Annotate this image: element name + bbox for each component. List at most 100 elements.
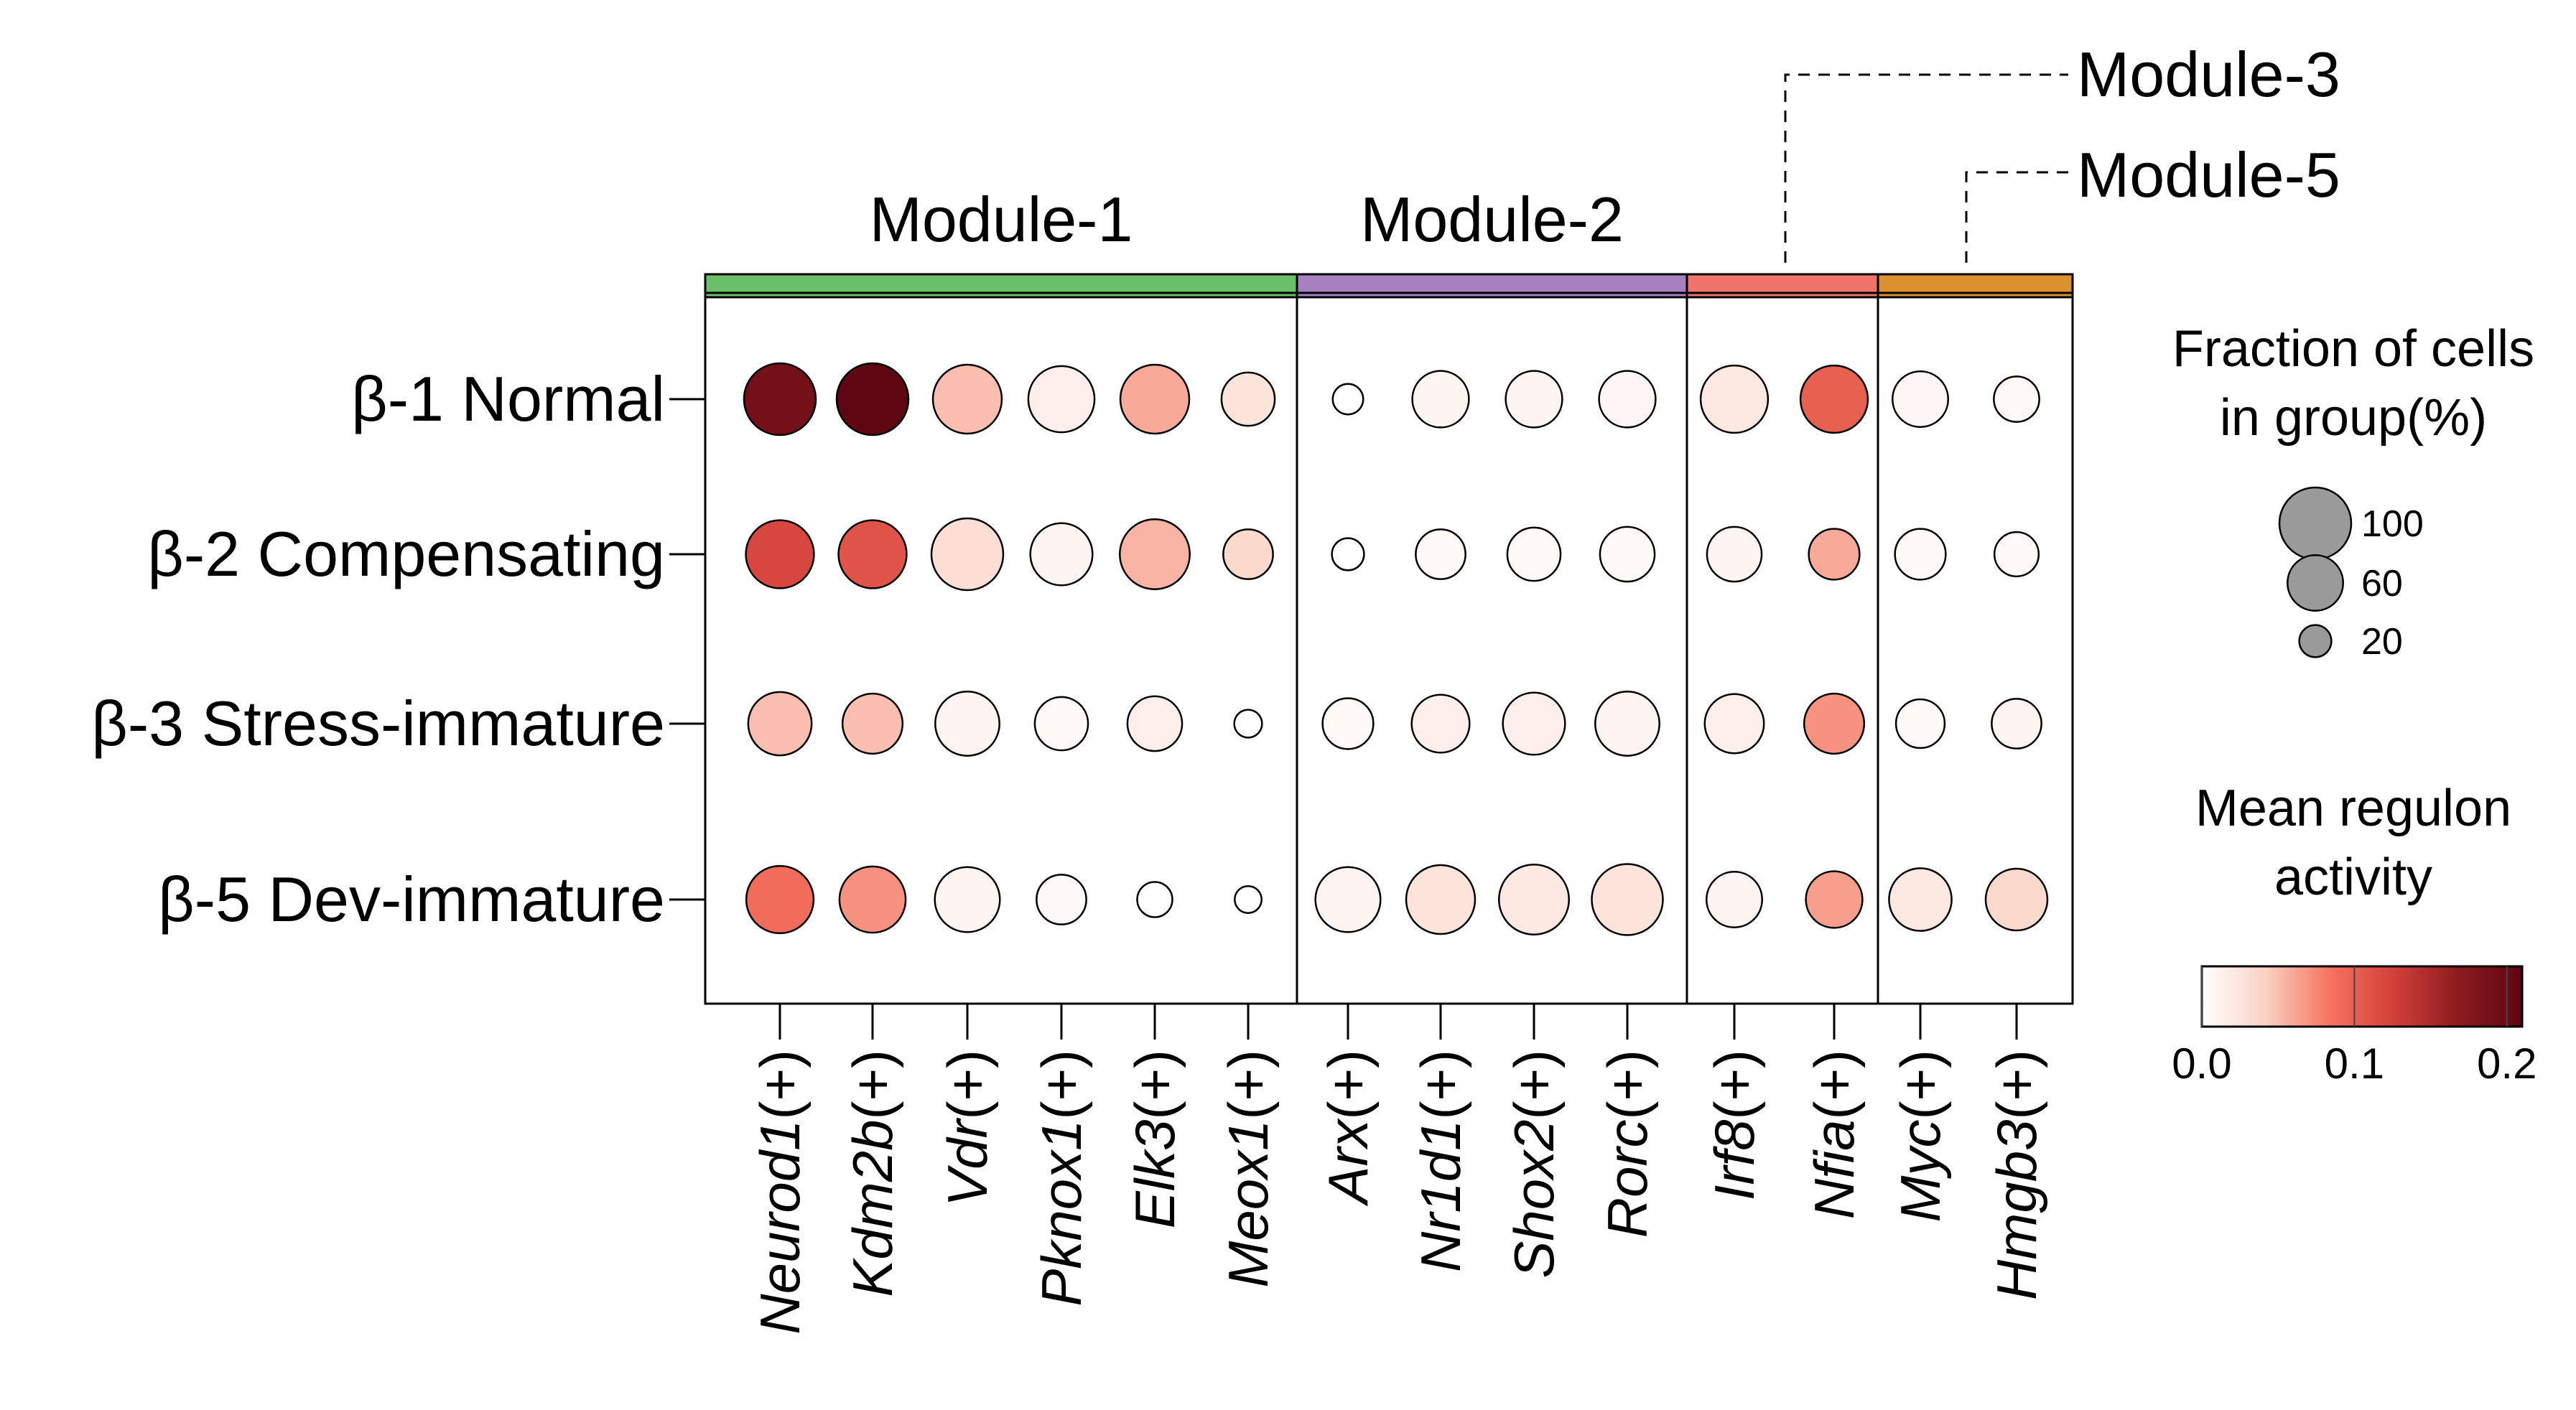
bubble-3-stress-immature-myc [1894,698,1946,750]
bubble-5-dev-immature-vdr [934,866,1001,933]
bubble-1-normal-elk3 [1119,363,1191,435]
module-label-module-3: Module-3 [2077,39,2340,110]
column-label-irf8: Irf8(+) [1703,1050,1766,1200]
bubble-5-dev-immature-arx [1314,866,1382,933]
color-legend-title-line: activity [2274,849,2432,906]
size-legend-title-line: in group(%) [2220,389,2487,447]
bubble-1-normal-nr1d1 [1411,370,1470,429]
column-label-group: Nr1d1(+) [1409,1050,1472,1272]
plot-frame [704,291,2074,1005]
row-labels: β-1 Normal β-2 Compensating β-3 Stress-imm… [91,363,705,935]
bubble-5-dev-immature-elk3 [1136,881,1173,918]
column-label-meox1: Meox1(+) [1217,1050,1280,1288]
size-legend-title-line: Fraction of cells [2172,320,2534,378]
size-legend-bubble [2298,624,2333,658]
color-bar-tick-label: 0.0 [2172,1040,2231,1088]
bubble-2-compensating-myc [1894,528,1947,581]
bubble-1-normal-meox1 [1220,371,1276,427]
column-label-group: Rorc(+) [1596,1050,1659,1238]
module-label-module-2: Module-2 [1360,184,1624,255]
bubble-2-compensating-irf8 [1706,526,1763,583]
bubble-3-stress-immature-neurod1 [747,691,813,757]
row-label-5-dev-immature: β-5 Dev-immature [158,864,665,935]
bubble-5-dev-immature-shox2 [1498,864,1570,935]
color-bar-tick-label: 0.2 [2477,1040,2537,1088]
row-label-3-stress-immature: β-3 Stress-immature [91,688,665,759]
bubble-2-compensating-arx [1331,537,1365,571]
column-label-nfia: Nfia(+) [1803,1050,1866,1219]
column-label-group: Nfia(+) [1803,1050,1866,1219]
bubble-3-stress-immature-hmgb3 [1991,698,2042,750]
bubble-3-stress-immature-kdm2b [841,692,904,755]
row-label-1-normal: β-1 Normal [351,363,665,434]
size-legend-label: 60 [2361,563,2403,604]
column-label-group: Shox2(+) [1502,1050,1566,1279]
module-bars: Module-1 Module-2 Module-3 Module-5 [704,39,2340,299]
column-label-myc: Myc(+) [1889,1050,1952,1222]
bubble-1-normal-kdm2b [835,362,910,436]
column-label-group: Arx(+) [1316,1050,1380,1207]
module-5-leader-line [1965,171,2068,263]
module-label-module-5: Module-5 [2077,139,2340,210]
bubble-5-dev-immature-myc [1888,867,1953,932]
column-label-group: Myc(+) [1889,1050,1952,1222]
column-label-group: Kdm2b(+) [841,1050,904,1297]
color-legend: Mean regulon activity 0.0 0.1 0.2 [2172,780,2537,1088]
column-label-elk3: Elk3(+) [1123,1050,1186,1228]
bubble-1-normal-irf8 [1699,364,1770,434]
bubble-5-dev-immature-neurod1 [745,864,815,935]
bubble-1-normal-shox2 [1505,370,1563,429]
bubble-5-dev-immature-nr1d1 [1405,864,1477,935]
bubble-2-compensating-nfia [1808,528,1861,581]
column-label-group: Vdr(+) [936,1050,999,1207]
column-label-group: Hmgb3(+) [1985,1050,2048,1300]
size-legend: Fraction of cells in group(%) 100 60 20 [2172,320,2534,663]
color-bar-tick-label: 0.1 [2325,1040,2384,1088]
size-legend-label: 20 [2361,621,2403,663]
column-label-neurod1: Neurod1(+) [748,1050,812,1335]
bubble-2-compensating-vdr [930,517,1005,592]
bubble-2-compensating-rorc [1599,526,1656,583]
column-label-shox2: Shox2(+) [1502,1050,1566,1279]
bubble-5-dev-immature-pknox1 [1036,874,1087,925]
column-label-rorc: Rorc(+) [1596,1050,1659,1238]
bubble-2-compensating-hmgb3 [1993,531,2040,578]
bubble-2-compensating-elk3 [1119,518,1191,590]
size-legend-label: 100 [2361,503,2424,545]
column-label-group: Elk3(+) [1123,1050,1186,1228]
column-labels: Neurod1(+) Kdm2b(+) Vdr(+) Pknox1(+) Elk3(+)… [748,1004,2048,1335]
column-label-group: Pknox1(+) [1030,1050,1093,1307]
column-label-hmgb3: Hmgb3(+) [1985,1050,2048,1300]
column-label-arx: Arx(+) [1316,1050,1380,1207]
bubble-5-dev-immature-hmgb3 [1984,867,2049,932]
bubbles [743,362,2049,936]
bubble-3-stress-immature-shox2 [1502,691,1566,756]
bubble-5-dev-immature-kdm2b [838,865,907,934]
bubble-1-normal-hmgb3 [1993,375,2040,423]
bubble-2-compensating-shox2 [1506,526,1562,582]
bubble-3-stress-immature-nfia [1803,692,1866,755]
bubble-1-normal-arx [1331,383,1364,416]
bubble-5-dev-immature-nfia [1805,870,1864,929]
bubble-2-compensating-nr1d1 [1415,528,1466,580]
plot-area [704,274,2074,1005]
bubble-1-normal-rorc [1598,370,1657,429]
bubble-1-normal-nfia [1799,364,1869,434]
column-label-kdm2b: Kdm2b(+) [841,1050,904,1297]
column-label-group: Meox1(+) [1217,1050,1280,1288]
column-label-pknox1: Pknox1(+) [1030,1050,1093,1307]
bubble-1-normal-vdr [931,363,1003,435]
module-3-leader-line [1784,73,2068,263]
bubble-2-compensating-meox1 [1222,528,1274,580]
column-label-group: Irf8(+) [1703,1050,1766,1200]
bubble-1-normal-neurod1 [743,362,817,436]
bubble-2-compensating-kdm2b [837,519,908,589]
bubble-1-normal-pknox1 [1027,365,1096,434]
column-label-nr1d1: Nr1d1(+) [1409,1050,1472,1272]
bubble-3-stress-immature-meox1 [1233,709,1263,739]
color-legend-title-line: Mean regulon [2195,780,2511,837]
bubble-3-stress-immature-pknox1 [1033,696,1089,752]
bubble-3-stress-immature-vdr [934,691,1000,757]
bubble-3-stress-immature-arx [1321,697,1375,750]
bubble-5-dev-immature-meox1 [1234,885,1263,914]
